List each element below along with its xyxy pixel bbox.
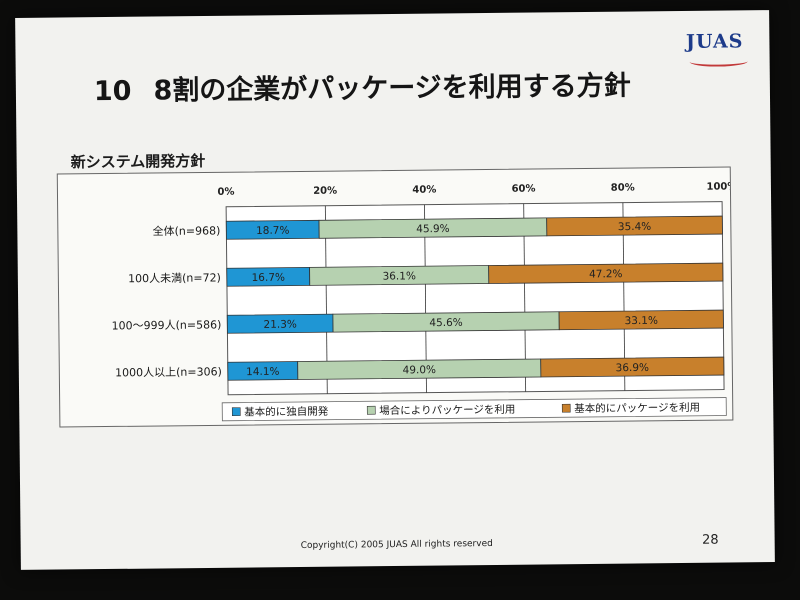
x-tick-label: 60% [512, 184, 536, 195]
data-label: 49.0% [403, 364, 437, 376]
data-label: 14.1% [246, 366, 280, 378]
slide-title-text: 8割の企業がパッケージを利用する方針 [153, 70, 631, 107]
juas-logo: JUAS [685, 30, 744, 53]
category-label: 100人未満(n=72) [128, 271, 221, 285]
data-label: 35.4% [618, 221, 652, 233]
bar-segment [540, 356, 725, 378]
x-tick-label: 0% [217, 187, 234, 198]
data-label: 47.2% [589, 268, 623, 280]
data-label: 45.9% [416, 223, 450, 235]
legend-label: 場合によりパッケージを利用 [379, 403, 515, 417]
data-label: 45.6% [429, 317, 463, 329]
bar-segment [558, 309, 724, 331]
legend-swatch [366, 405, 376, 415]
data-label: 21.3% [263, 319, 297, 331]
logo-swoosh [689, 56, 748, 67]
category-label: 全体(n=968) [153, 223, 221, 238]
x-tick-label: 40% [412, 185, 436, 196]
x-tick-label: 100% [706, 181, 732, 192]
legend-box [221, 397, 727, 422]
legend-swatch [561, 403, 571, 413]
x-tick-label: 80% [611, 182, 635, 193]
chart-heading: 新システム開発方針 [70, 151, 206, 172]
data-label: 18.7% [256, 225, 290, 237]
category-label: 1000人以上(n=306) [115, 365, 222, 379]
legend-swatch [231, 407, 241, 417]
slide: JUAS 10 8割の企業がパッケージを利用する方針 新システム開発方針 0% 20… [15, 10, 775, 570]
x-tick-label: 20% [313, 186, 337, 197]
data-label: 33.1% [625, 315, 659, 327]
data-label: 36.1% [382, 270, 416, 282]
legend-label: 基本的に独自開発 [244, 405, 329, 419]
bar-segment [546, 215, 723, 237]
slide-title: 10 8割の企業がパッケージを利用する方針 [94, 64, 631, 109]
plot-area [225, 201, 725, 396]
page-number: 28 [702, 532, 719, 548]
copyright-footer: Copyright(C) 2005 JUAS All rights reserv… [300, 538, 493, 552]
data-label: 16.7% [252, 272, 286, 284]
chart-frame: 0% 20% 40% 60% 80% 100% 全体(n=968) 18.7% 45.9% 35.… [56, 166, 734, 428]
data-label: 36.9% [616, 362, 650, 374]
stacked-bar-chart: 0% 20% 40% 60% 80% 100% 全体(n=968) 18.7% 45.9% 35.… [112, 181, 732, 422]
category-label: 100〜999人(n=586) [112, 318, 222, 332]
legend-label: 基本的にパッケージを利用 [574, 401, 700, 415]
bar-segment [488, 262, 724, 284]
slide-title-number: 10 [93, 75, 132, 108]
